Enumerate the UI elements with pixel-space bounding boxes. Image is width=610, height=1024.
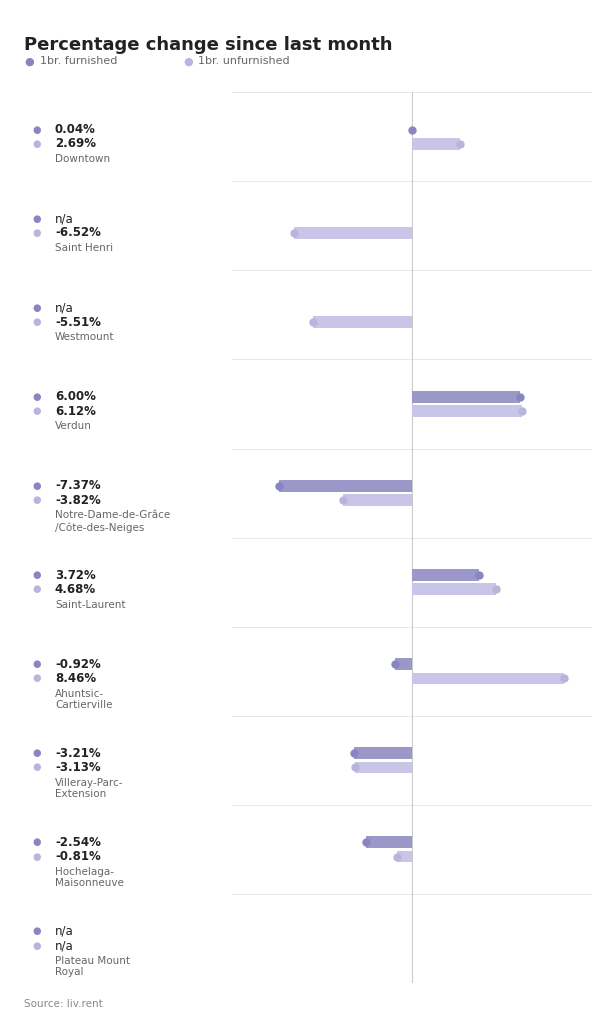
Text: ●: ● [32,927,41,936]
Text: ●: ● [32,659,41,669]
Bar [412,584,496,595]
Text: 6.00%: 6.00% [55,390,96,403]
Text: ●: ● [32,317,41,327]
Text: -3.13%: -3.13% [55,761,101,774]
Text: Hochelaga-
Maisonneuve: Hochelaga- Maisonneuve [55,866,124,889]
Text: 8.46%: 8.46% [55,672,96,685]
Bar [312,316,412,328]
Text: ●: ● [24,56,34,67]
Text: 4.68%: 4.68% [55,583,96,596]
Bar [279,480,412,492]
Text: ●: ● [32,941,41,950]
Text: ●: ● [32,303,41,312]
Text: -3.21%: -3.21% [55,746,101,760]
Text: ●: ● [32,139,41,148]
Text: n/a: n/a [55,925,74,938]
Text: ●: ● [32,749,41,758]
Text: -6.52%: -6.52% [55,226,101,240]
Bar [343,495,412,506]
Text: Villeray-Parc-
Extension: Villeray-Parc- Extension [55,777,123,800]
Text: ●: ● [32,585,41,594]
Text: 2.69%: 2.69% [55,137,96,151]
Text: -0.81%: -0.81% [55,850,101,863]
Text: ●: ● [32,392,41,401]
Text: ●: ● [32,852,41,861]
Text: Saint Henri: Saint Henri [55,243,113,253]
Text: ●: ● [32,763,41,772]
Text: ●: ● [32,570,41,580]
Text: 1br. unfurnished: 1br. unfurnished [198,56,290,67]
Text: ●: ● [32,228,41,238]
Bar [412,138,460,150]
Text: n/a: n/a [55,212,74,225]
Bar [397,851,412,862]
Text: n/a: n/a [55,939,74,952]
Text: -5.51%: -5.51% [55,315,101,329]
Text: ●: ● [32,496,41,505]
Text: ●: ● [32,838,41,847]
Text: 3.72%: 3.72% [55,568,96,582]
Bar [354,748,412,759]
Text: Downtown: Downtown [55,154,110,164]
Text: Westmount: Westmount [55,332,115,342]
Text: Ahuntsic-
Cartierville: Ahuntsic- Cartierville [55,688,112,711]
Text: 0.04%: 0.04% [55,123,96,136]
Bar [412,569,479,581]
Bar [412,673,564,684]
Text: n/a: n/a [55,301,74,314]
Text: 1br. furnished: 1br. furnished [40,56,117,67]
Text: ●: ● [183,56,193,67]
Bar [395,658,412,670]
Text: ●: ● [32,214,41,223]
Text: Plateau Mount
Royal: Plateau Mount Royal [55,955,130,978]
Text: ●: ● [32,407,41,416]
Bar [412,391,520,402]
Text: -0.92%: -0.92% [55,657,101,671]
Bar [295,227,412,239]
Text: Source: liv.rent: Source: liv.rent [24,998,103,1009]
Text: -3.82%: -3.82% [55,494,101,507]
Text: ●: ● [32,125,41,134]
Text: 6.12%: 6.12% [55,404,96,418]
Text: Notre-Dame-de-Grâce
/Côte-des-Neiges: Notre-Dame-de-Grâce /Côte-des-Neiges [55,510,170,532]
Bar [366,837,412,848]
Text: Percentage change since last month: Percentage change since last month [24,36,393,54]
Bar [356,762,412,773]
Bar [412,406,522,417]
Text: Verdun: Verdun [55,421,92,431]
Text: -7.37%: -7.37% [55,479,101,493]
Text: -2.54%: -2.54% [55,836,101,849]
Text: ●: ● [32,674,41,683]
Text: ●: ● [32,481,41,490]
Text: Saint-Laurent: Saint-Laurent [55,599,126,609]
